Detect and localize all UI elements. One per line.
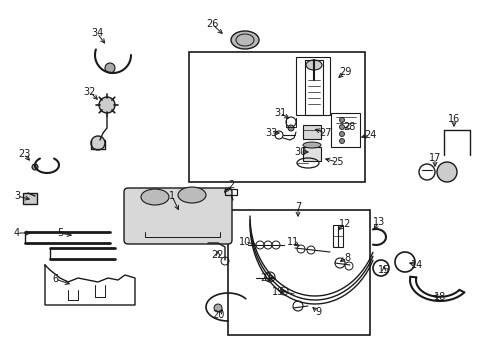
Text: 3: 3 (14, 191, 20, 201)
Circle shape (339, 125, 344, 130)
Text: 29: 29 (338, 67, 350, 77)
Ellipse shape (305, 60, 321, 70)
Bar (303, 125, 320, 139)
Text: 7: 7 (294, 202, 301, 212)
Circle shape (339, 117, 344, 122)
Text: 20: 20 (211, 310, 224, 320)
Text: 32: 32 (83, 87, 96, 97)
Text: 31: 31 (273, 108, 285, 118)
Bar (224, 189, 237, 195)
Text: 21: 21 (259, 273, 272, 283)
Text: 15: 15 (377, 265, 389, 275)
Text: 8: 8 (343, 253, 349, 263)
Circle shape (436, 162, 456, 182)
Bar (330, 113, 359, 147)
Bar (23, 193, 37, 204)
Ellipse shape (303, 142, 320, 148)
Bar (332, 225, 342, 247)
Circle shape (339, 131, 344, 136)
Text: 14: 14 (410, 260, 422, 270)
Text: 6: 6 (52, 274, 58, 284)
Text: 9: 9 (314, 307, 321, 317)
Ellipse shape (178, 187, 205, 203)
Text: 25: 25 (330, 157, 343, 167)
Bar (189, 52, 364, 182)
Circle shape (99, 97, 115, 113)
Text: 5: 5 (57, 228, 63, 238)
Text: 12: 12 (338, 219, 350, 229)
Text: 33: 33 (264, 128, 277, 138)
Text: 30: 30 (293, 147, 305, 157)
Text: 18: 18 (433, 292, 445, 302)
Circle shape (214, 304, 222, 312)
Text: 28: 28 (342, 122, 354, 132)
Text: 26: 26 (205, 19, 218, 29)
Text: 1: 1 (168, 191, 175, 201)
Bar (303, 147, 320, 161)
Text: 17: 17 (428, 153, 440, 163)
Text: 16: 16 (447, 114, 459, 124)
Circle shape (91, 136, 105, 150)
Circle shape (287, 125, 293, 131)
Text: 11: 11 (286, 237, 299, 247)
Circle shape (105, 63, 115, 73)
Text: 10: 10 (238, 237, 251, 247)
Text: 27: 27 (318, 128, 330, 138)
Text: 23: 23 (18, 149, 30, 159)
Circle shape (339, 139, 344, 144)
Text: 4: 4 (14, 228, 20, 238)
Ellipse shape (141, 189, 169, 205)
Text: 34: 34 (91, 28, 103, 38)
Text: 13: 13 (372, 217, 385, 227)
Text: 2: 2 (227, 180, 234, 190)
Ellipse shape (230, 31, 259, 49)
Bar (295, 57, 329, 115)
Circle shape (32, 164, 38, 170)
Text: 24: 24 (363, 130, 375, 140)
Bar (227, 210, 369, 335)
Text: 19: 19 (271, 287, 284, 297)
Text: 22: 22 (211, 250, 224, 260)
FancyBboxPatch shape (124, 188, 231, 244)
